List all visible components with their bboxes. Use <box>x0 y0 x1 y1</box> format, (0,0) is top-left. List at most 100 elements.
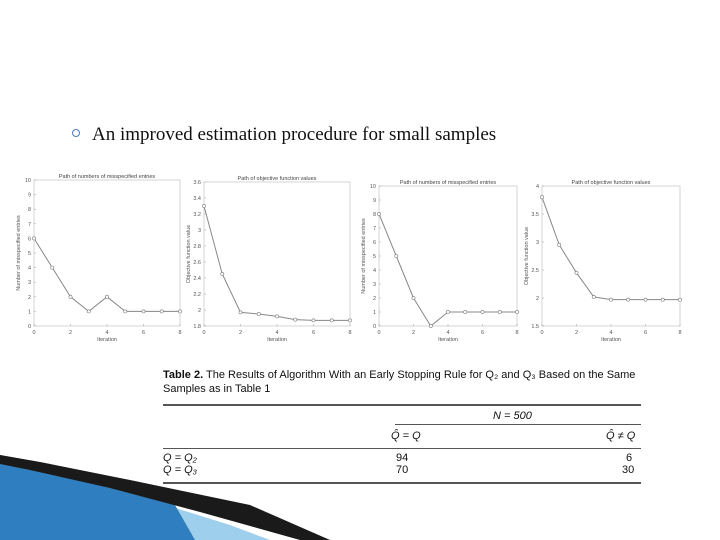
data-point <box>446 310 450 314</box>
y-tick-label: 3 <box>28 280 31 286</box>
x-tick-label: 2 <box>412 330 415 336</box>
y-tick-label: 3.5 <box>531 212 539 218</box>
table-col-header-notequal: Q̂ ≠ Q <box>606 430 636 442</box>
chart-title: Path of numbers of misspecified entries <box>400 180 497 186</box>
y-tick-label: 2 <box>373 296 376 302</box>
y-tick-label: 1 <box>373 310 376 316</box>
y-tick-label: 5 <box>373 254 376 260</box>
y-tick-label: 2.5 <box>531 268 539 274</box>
x-tick-label: 2 <box>69 330 72 336</box>
table-row-label: Q = Q₂ <box>163 452 197 464</box>
data-point <box>557 242 562 247</box>
y-tick-label: 3.4 <box>193 196 201 202</box>
results-table: Table 2. The Results of Algorithm With a… <box>163 368 641 484</box>
y-tick-label: 7 <box>28 222 31 228</box>
data-point <box>311 318 316 323</box>
data-point <box>220 272 225 276</box>
data-point <box>394 254 399 258</box>
y-tick-label: 3 <box>536 240 539 246</box>
y-tick-label: 8 <box>28 207 31 213</box>
table-group-header: N = 500 <box>493 410 532 422</box>
table-caption-text: The Results of Algorithm With an Early S… <box>163 369 636 395</box>
swoosh-blue <box>0 455 195 540</box>
y-tick-label: 10 <box>25 178 31 184</box>
y-tick-label: 1 <box>28 309 31 315</box>
data-point <box>86 309 91 314</box>
data-point <box>68 294 73 299</box>
swoosh-dark <box>0 455 330 540</box>
table-caption: Table 2. The Results of Algorithm With a… <box>163 368 641 396</box>
table-col-header-equal: Q̂ = Q <box>391 430 421 442</box>
y-tick-label: 2 <box>28 295 31 301</box>
x-tick-label: 6 <box>142 330 145 336</box>
y-tick-label: 4 <box>536 184 539 190</box>
y-tick-label: 10 <box>370 184 376 190</box>
y-tick-label: 2.8 <box>193 244 201 250</box>
data-point <box>660 297 665 302</box>
data-point <box>50 265 55 270</box>
y-tick-label: 4 <box>28 266 31 272</box>
y-tick-label: 0 <box>28 324 31 330</box>
y-tick-label: 0 <box>373 324 376 330</box>
table-cell: 6 <box>626 452 633 464</box>
data-point <box>515 310 519 314</box>
table-cell: 30 <box>622 464 635 476</box>
data-point <box>678 297 682 302</box>
x-axis-label: Iteration <box>438 337 458 343</box>
y-tick-label: 2.6 <box>193 260 201 266</box>
x-tick-label: 2 <box>575 330 578 336</box>
y-tick-label: 3 <box>198 228 201 234</box>
y-axis-label: Number of misspecified entries <box>16 215 22 291</box>
y-axis-label: Objective function value <box>524 227 530 285</box>
x-tick-label: 8 <box>678 330 681 336</box>
data-point <box>238 310 243 315</box>
table-cell: 70 <box>396 464 409 476</box>
y-tick-label: 1.8 <box>193 324 201 330</box>
y-tick-label: 2 <box>536 296 539 302</box>
table-row-label: Q = Q₃ <box>163 464 198 476</box>
table-caption-label: Table 2. <box>163 369 204 381</box>
data-point <box>591 294 596 299</box>
x-tick-label: 4 <box>446 330 449 336</box>
data-point <box>293 317 298 322</box>
y-tick-label: 5 <box>28 251 31 257</box>
table-rule-bottom <box>163 482 641 484</box>
x-axis-label: Iteration <box>97 337 117 343</box>
data-point <box>123 309 128 314</box>
x-tick-label: 4 <box>609 330 612 336</box>
table-cell: 94 <box>396 452 409 464</box>
y-tick-label: 8 <box>373 212 376 218</box>
y-tick-label: 2.2 <box>193 292 201 298</box>
bullet-text: An improved estimation procedure for sma… <box>92 124 497 145</box>
y-tick-label: 3.2 <box>193 212 201 218</box>
y-tick-label: 2 <box>198 308 201 314</box>
data-point <box>202 204 206 208</box>
data-point <box>32 236 36 241</box>
bullet-icon <box>72 129 80 137</box>
data-point <box>428 324 433 328</box>
data-point <box>275 314 279 319</box>
data-point <box>256 312 261 316</box>
data-point <box>540 195 544 200</box>
x-tick-label: 6 <box>312 330 315 336</box>
x-tick-label: 0 <box>202 330 205 336</box>
chart-title: Path of numbers of misspecified entries <box>59 174 156 180</box>
y-tick-label: 6 <box>28 236 31 242</box>
chart-objective-2: Path of objective function values 1.5 2 2.5… <box>524 180 682 343</box>
data-point <box>178 309 182 314</box>
bullet-line: An improved estimation procedure for sma… <box>72 124 496 146</box>
y-tick-label: 7 <box>373 226 376 232</box>
data-point <box>329 318 334 323</box>
x-tick-label: 6 <box>644 330 647 336</box>
data-point <box>643 297 648 302</box>
data-point <box>626 297 631 302</box>
data-point <box>574 270 579 275</box>
chart-title: Path of objective function values <box>238 176 317 182</box>
y-tick-label: 9 <box>28 193 31 199</box>
y-axis-label: Objective function value <box>186 225 192 283</box>
data-point <box>463 310 468 314</box>
y-tick-label: 2.4 <box>193 276 201 282</box>
y-tick-label: 4 <box>373 268 376 274</box>
data-point <box>377 212 381 216</box>
